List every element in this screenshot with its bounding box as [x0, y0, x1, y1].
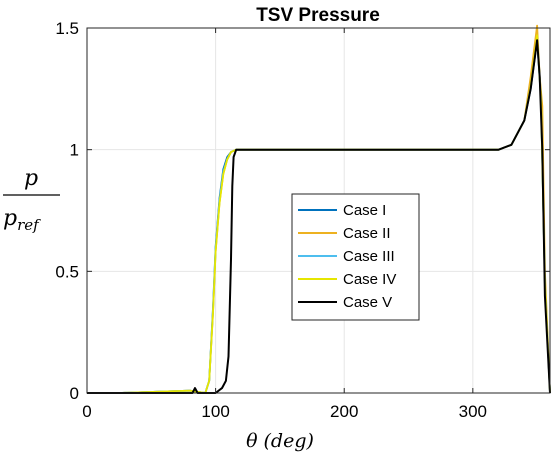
legend: Case I Case II Case III Case IV Case V	[292, 194, 419, 320]
x-tick-label: 100	[201, 402, 229, 421]
legend-label-case-3: Case III	[343, 248, 395, 265]
y-label-numerator: p	[24, 166, 38, 191]
y-label-denominator-main: p	[3, 206, 17, 231]
x-tick-label: 0	[82, 402, 91, 421]
legend-label-case-4: Case IV	[343, 271, 396, 288]
chart-title: TSV Pressure	[256, 5, 380, 26]
x-label-unit: (deg)	[264, 430, 314, 452]
y-label-denominator-sub: ref	[17, 216, 41, 234]
x-label-symbol: θ	[246, 430, 258, 452]
legend-label-case-5: Case V	[343, 294, 392, 311]
y-tick-label: 1.5	[55, 19, 79, 38]
y-tick-label: 1	[70, 141, 79, 160]
x-tick-label: 200	[330, 402, 358, 421]
legend-label-case-1: Case I	[343, 202, 386, 219]
x-tick-label: 300	[459, 402, 487, 421]
y-tick-label: 0.5	[55, 262, 79, 281]
x-axis-label: θ (deg)	[246, 430, 314, 452]
y-tick-label: 0	[70, 384, 79, 403]
legend-label-case-2: Case II	[343, 225, 391, 242]
